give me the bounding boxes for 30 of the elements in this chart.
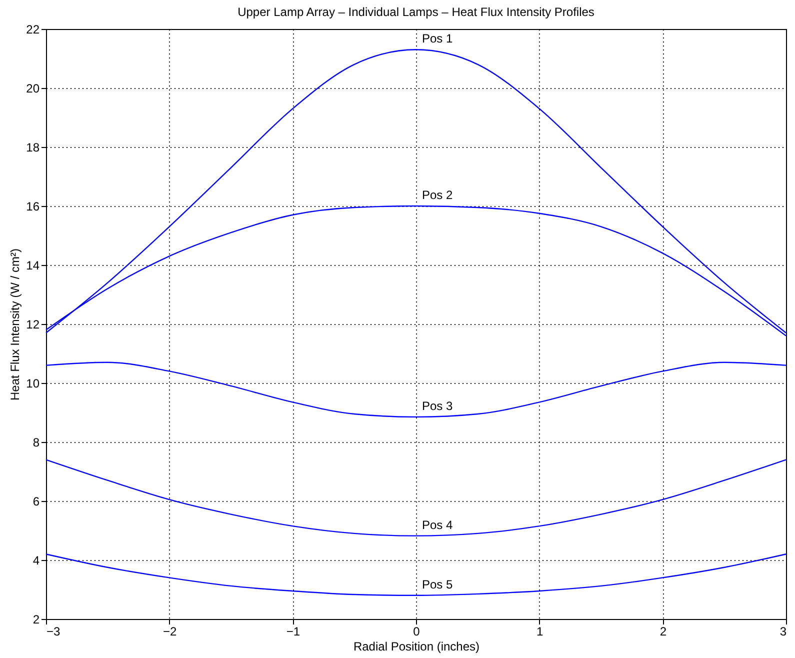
y-tick-label: 4 — [32, 554, 40, 568]
x-tick-label: −1 — [286, 624, 300, 638]
x-tick-label: 1 — [536, 624, 544, 638]
x-tick-label: 2 — [660, 624, 667, 638]
y-axis-title: Heat Flux Intensity (W / cm²) — [8, 248, 22, 401]
line-series — [45, 49, 787, 334]
series-label: Pos 2 — [422, 188, 454, 202]
y-tick-label: 22 — [26, 22, 40, 36]
x-tick-label: −2 — [162, 624, 177, 638]
line-series — [45, 459, 787, 536]
y-tick-label: 10 — [26, 376, 40, 390]
line-series — [45, 362, 787, 418]
y-tick-label: 2 — [32, 612, 40, 626]
y-tick-label: 18 — [26, 140, 40, 154]
x-axis-title: Radial Position (inches) — [353, 640, 480, 654]
x-tick-label: 3 — [780, 624, 787, 638]
x-tick-label: −3 — [46, 624, 61, 638]
line-series — [45, 554, 787, 596]
series-label: Pos 3 — [422, 398, 454, 413]
x-tick-label: 0 — [413, 624, 420, 638]
y-tick-label: 8 — [32, 436, 40, 450]
series-label: Pos 5 — [422, 577, 454, 592]
chart-title: Upper Lamp Array – Individual Lamps – Heat Flux Intensity Profiles — [238, 5, 594, 19]
y-tick-label: 14 — [26, 258, 40, 272]
series-label: Pos 1 — [422, 32, 454, 46]
y-tick-label: 12 — [26, 318, 40, 332]
y-tick-label: 16 — [26, 200, 40, 214]
y-tick-label: 6 — [32, 494, 40, 508]
series-label: Pos 4 — [422, 518, 454, 532]
y-tick-label: 20 — [26, 82, 40, 96]
